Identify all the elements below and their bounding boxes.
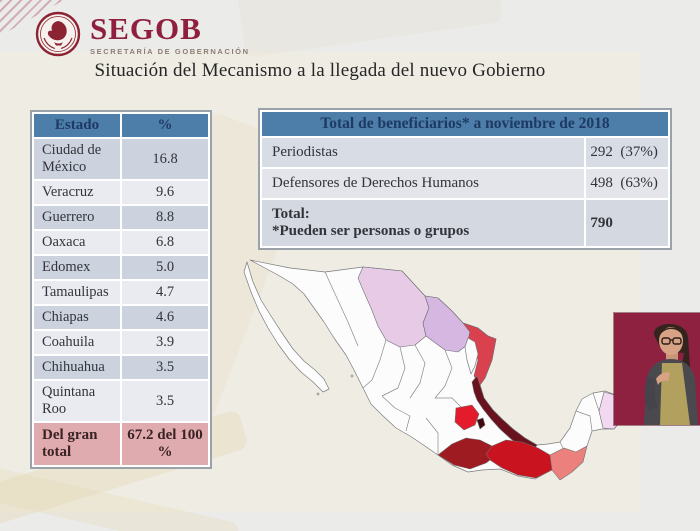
eagle-emblem-icon [35,11,81,57]
grand-total-row: Del gran total 67.2 del 100 % [34,423,208,465]
state-pct: 3.5 [122,356,208,379]
beneficiary-label: Periodistas [262,138,585,167]
state-pct: 4.6 [122,306,208,329]
state-pct: 5.0 [122,256,208,279]
brand-name: SEGOB [90,11,202,46]
map-state-chiapas [549,445,588,481]
state-name: Oaxaca [34,231,120,254]
slide-title: Situación del Mecanismo a la llegada del… [94,60,546,81]
total-value: 790 [586,200,668,246]
state-pct: 4.7 [122,281,208,304]
map-state-coahuila [422,295,471,353]
grand-total-value: 67.2 del 100 % [122,423,208,465]
brand-subtitle: SECRETARÍA DE GOBERNACIÓN [90,47,250,56]
table-row: Ciudad de México 16.8 [34,139,208,179]
state-name: Tamaulipas [34,281,120,304]
total-label-text: Total: [272,206,310,222]
state-pct: 3.9 [122,331,208,354]
mexico-map [230,248,630,483]
map-island-dot [350,374,354,378]
states-percentage-table: Estado % Ciudad de México 16.8 Veracruz … [30,110,212,469]
state-pct: 6.8 [122,231,208,254]
state-name: Quintana Roo [34,381,120,421]
table-row: Veracruz 9.6 [34,181,208,204]
sign-language-interpreter-video [614,313,700,425]
beneficiaries-table: Total de beneficiarios* a noviembre de 2… [258,108,672,250]
beneficiary-value: 498 (63%) [586,169,668,198]
beneficiary-label: Defensores de Derechos Humanos [262,169,585,198]
table-header-row: Total de beneficiarios* a noviembre de 2… [262,112,668,136]
map-baja-peninsula [243,261,330,393]
watermark-swoosh [0,460,241,531]
table-row: Chihuahua 3.5 [34,356,208,379]
total-row: Total: *Pueden ser personas o grupos 790 [262,200,668,246]
table-row: Quintana Roo 3.5 [34,381,208,421]
state-name: Coahuila [34,331,120,354]
grand-total-label: Del gran total [34,423,120,465]
table-row: Chiapas 4.6 [34,306,208,329]
segob-logo: SEGOB SECRETARÍA DE GOBERNACIÓN [34,10,250,58]
logo-text: SEGOB SECRETARÍA DE GOBERNACIÓN [90,10,250,56]
state-name: Edomex [34,256,120,279]
table-row: Guerrero 8.8 [34,206,208,229]
table-row: Oaxaca 6.8 [34,231,208,254]
state-pct: 16.8 [122,139,208,179]
interpreter-figure [614,313,700,425]
watermark-swoosh [236,0,504,58]
column-header-estado: Estado [34,114,120,137]
state-pct: 9.6 [122,181,208,204]
state-name: Ciudad de México [34,139,120,179]
state-name: Veracruz [34,181,120,204]
table-row: Periodistas 292 (37%) [262,138,668,167]
map-state-nuevo-leon [464,337,479,375]
state-pct: 8.8 [122,206,208,229]
table-header-row: Estado % [34,114,208,137]
table-row: Coahuila 3.9 [34,331,208,354]
table-row: Edomex 5.0 [34,256,208,279]
state-name: Chihuahua [34,356,120,379]
table-row: Tamaulipas 4.7 [34,281,208,304]
state-pct: 3.5 [122,381,208,421]
map-state-cdmx [476,417,486,430]
beneficiaries-table-title: Total de beneficiarios* a noviembre de 2… [262,112,668,136]
map-island-dot [316,392,320,396]
map-state-borders [324,271,600,455]
map-state-edomex [454,404,480,431]
beneficiary-value: 292 (37%) [586,138,668,167]
total-label: Total: *Pueden ser personas o grupos [262,200,585,246]
total-footnote: *Pueden ser personas o grupos [272,223,470,239]
state-name: Chiapas [34,306,120,329]
state-name: Guerrero [34,206,120,229]
table-row: Defensores de Derechos Humanos 498 (63%) [262,169,668,198]
column-header-pct: % [122,114,208,137]
